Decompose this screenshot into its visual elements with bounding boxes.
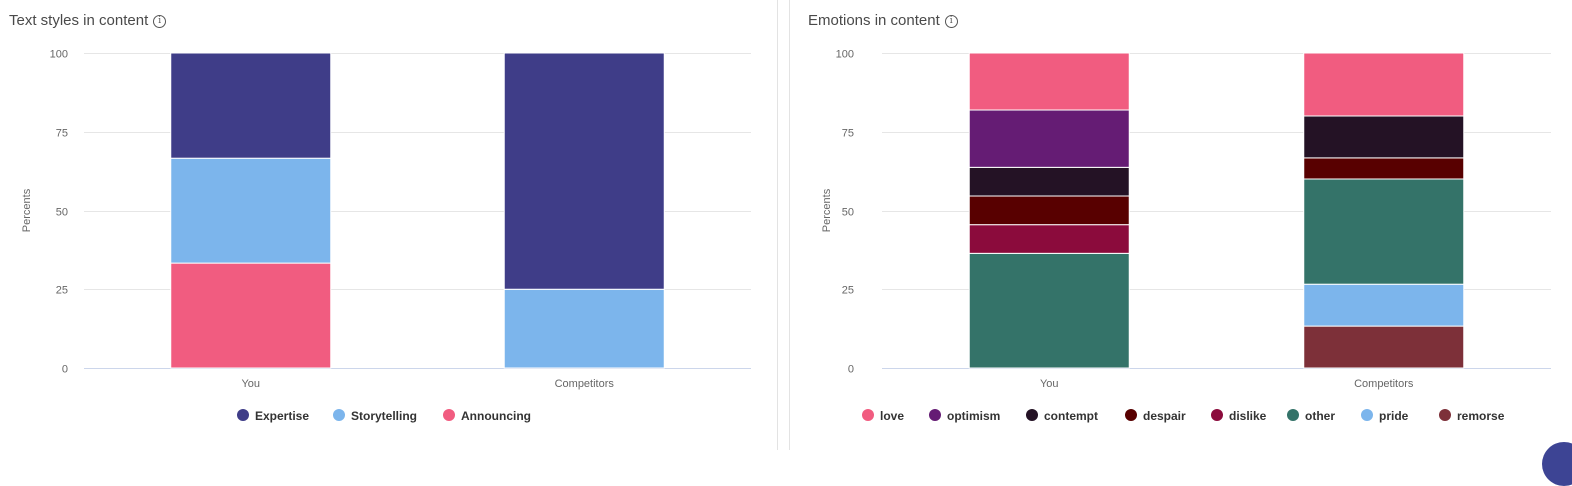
legend-label: despair: [1143, 409, 1186, 423]
bar-segment-expertise: [170, 52, 332, 159]
emotions-title-text: Emotions in content: [808, 12, 940, 29]
panel-divider: [789, 0, 790, 450]
chat-launcher-button[interactable]: [1542, 442, 1572, 486]
text-styles-title: Text styles in content i: [9, 12, 167, 29]
bar-segment-other: [1303, 178, 1465, 285]
bar-segment-contempt: [968, 166, 1130, 197]
legend-marker: [237, 409, 249, 421]
legend-marker: [1439, 409, 1451, 421]
legend-item-contempt[interactable]: contempt: [1026, 409, 1098, 423]
bar-segment-remorse: [1303, 325, 1465, 369]
x-tick-label: You: [1040, 378, 1059, 390]
legend-marker: [333, 409, 345, 421]
y-tick-label: 75: [842, 128, 854, 140]
legend-label: pride: [1379, 409, 1409, 423]
y-tick-label: 25: [842, 285, 854, 297]
bar-segment-despair: [1303, 157, 1465, 180]
bar-segment-optimism: [968, 109, 1130, 168]
y-tick-label: 100: [50, 49, 68, 61]
legend-label: other: [1305, 409, 1335, 423]
legend-label: love: [880, 409, 904, 423]
legend-label: optimism: [947, 409, 1000, 423]
bar-segment-storytelling: [170, 157, 332, 264]
legend-marker: [1026, 409, 1038, 421]
y-tick-label: 50: [842, 207, 854, 219]
bar-segment-despair: [968, 195, 1130, 226]
x-tick-label: Competitors: [555, 378, 615, 390]
legend-marker: [929, 409, 941, 421]
emotions-chart: 0 25 50 75 100 Percents You Competitors love opti…: [821, 49, 1551, 423]
legend-item-announcing[interactable]: Announcing: [443, 409, 531, 423]
legend-item-pride[interactable]: pride: [1361, 409, 1409, 423]
legend-label: Announcing: [461, 409, 531, 423]
legend-item-dislike[interactable]: dislike: [1211, 409, 1267, 423]
legend-marker: [1211, 409, 1223, 421]
bar-segment-storytelling: [503, 288, 665, 369]
bar-segment-expertise: [503, 52, 665, 290]
legend-item-other[interactable]: other: [1287, 409, 1335, 423]
legend-label: Expertise: [255, 409, 309, 423]
legend-item-optimism[interactable]: optimism: [929, 409, 1000, 423]
emotions-title: Emotions in content i: [808, 12, 958, 29]
legend-marker: [1361, 409, 1373, 421]
y-tick-label: 25: [56, 285, 68, 297]
legend-item-despair[interactable]: despair: [1125, 409, 1186, 423]
y-axis-title: Percents: [21, 188, 33, 232]
bar-segment-other: [968, 252, 1130, 369]
panel-divider: [777, 0, 778, 450]
y-tick-label: 50: [56, 207, 68, 219]
x-tick-label: Competitors: [1354, 378, 1414, 390]
bar-segment-announcing: [170, 262, 332, 369]
legend-item-remorse[interactable]: remorse: [1439, 409, 1505, 423]
legend-marker: [1287, 409, 1299, 421]
emotions-panel: Emotions in content i 0 25 50 75 100 Percents Y…: [790, 0, 1572, 450]
info-icon[interactable]: i: [153, 15, 167, 28]
legend-label: Storytelling: [351, 409, 417, 423]
legend-marker: [1125, 409, 1137, 421]
legend-label: dislike: [1229, 409, 1267, 423]
info-icon[interactable]: i: [944, 15, 958, 28]
bar-segment-dislike: [968, 224, 1130, 254]
legend-item-storytelling[interactable]: Storytelling: [333, 409, 417, 423]
y-tick-label: 75: [56, 128, 68, 140]
bar-segment-love: [1303, 52, 1465, 117]
y-tick-label: 100: [836, 49, 854, 61]
text-styles-panel: Text styles in content i 0 25 50 75 100 Percen…: [0, 0, 776, 450]
legend-item-love[interactable]: love: [862, 409, 904, 423]
y-tick-label: 0: [848, 364, 854, 376]
x-tick-label: You: [241, 378, 260, 390]
legend-marker: [443, 409, 455, 421]
legend-label: contempt: [1044, 409, 1098, 423]
bar-segment-contempt: [1303, 115, 1465, 159]
legend-label: remorse: [1457, 409, 1505, 423]
y-axis-title: Percents: [821, 188, 833, 232]
bar-segment-love: [968, 52, 1130, 111]
bar-segment-pride: [1303, 283, 1465, 327]
y-tick-label: 0: [62, 364, 68, 376]
text-styles-chart: 0 25 50 75 100 Percents You Competitors Expertis…: [21, 49, 751, 423]
legend-item-expertise[interactable]: Expertise: [237, 409, 309, 423]
legend-marker: [862, 409, 874, 421]
text-styles-title-text: Text styles in content: [9, 12, 149, 29]
